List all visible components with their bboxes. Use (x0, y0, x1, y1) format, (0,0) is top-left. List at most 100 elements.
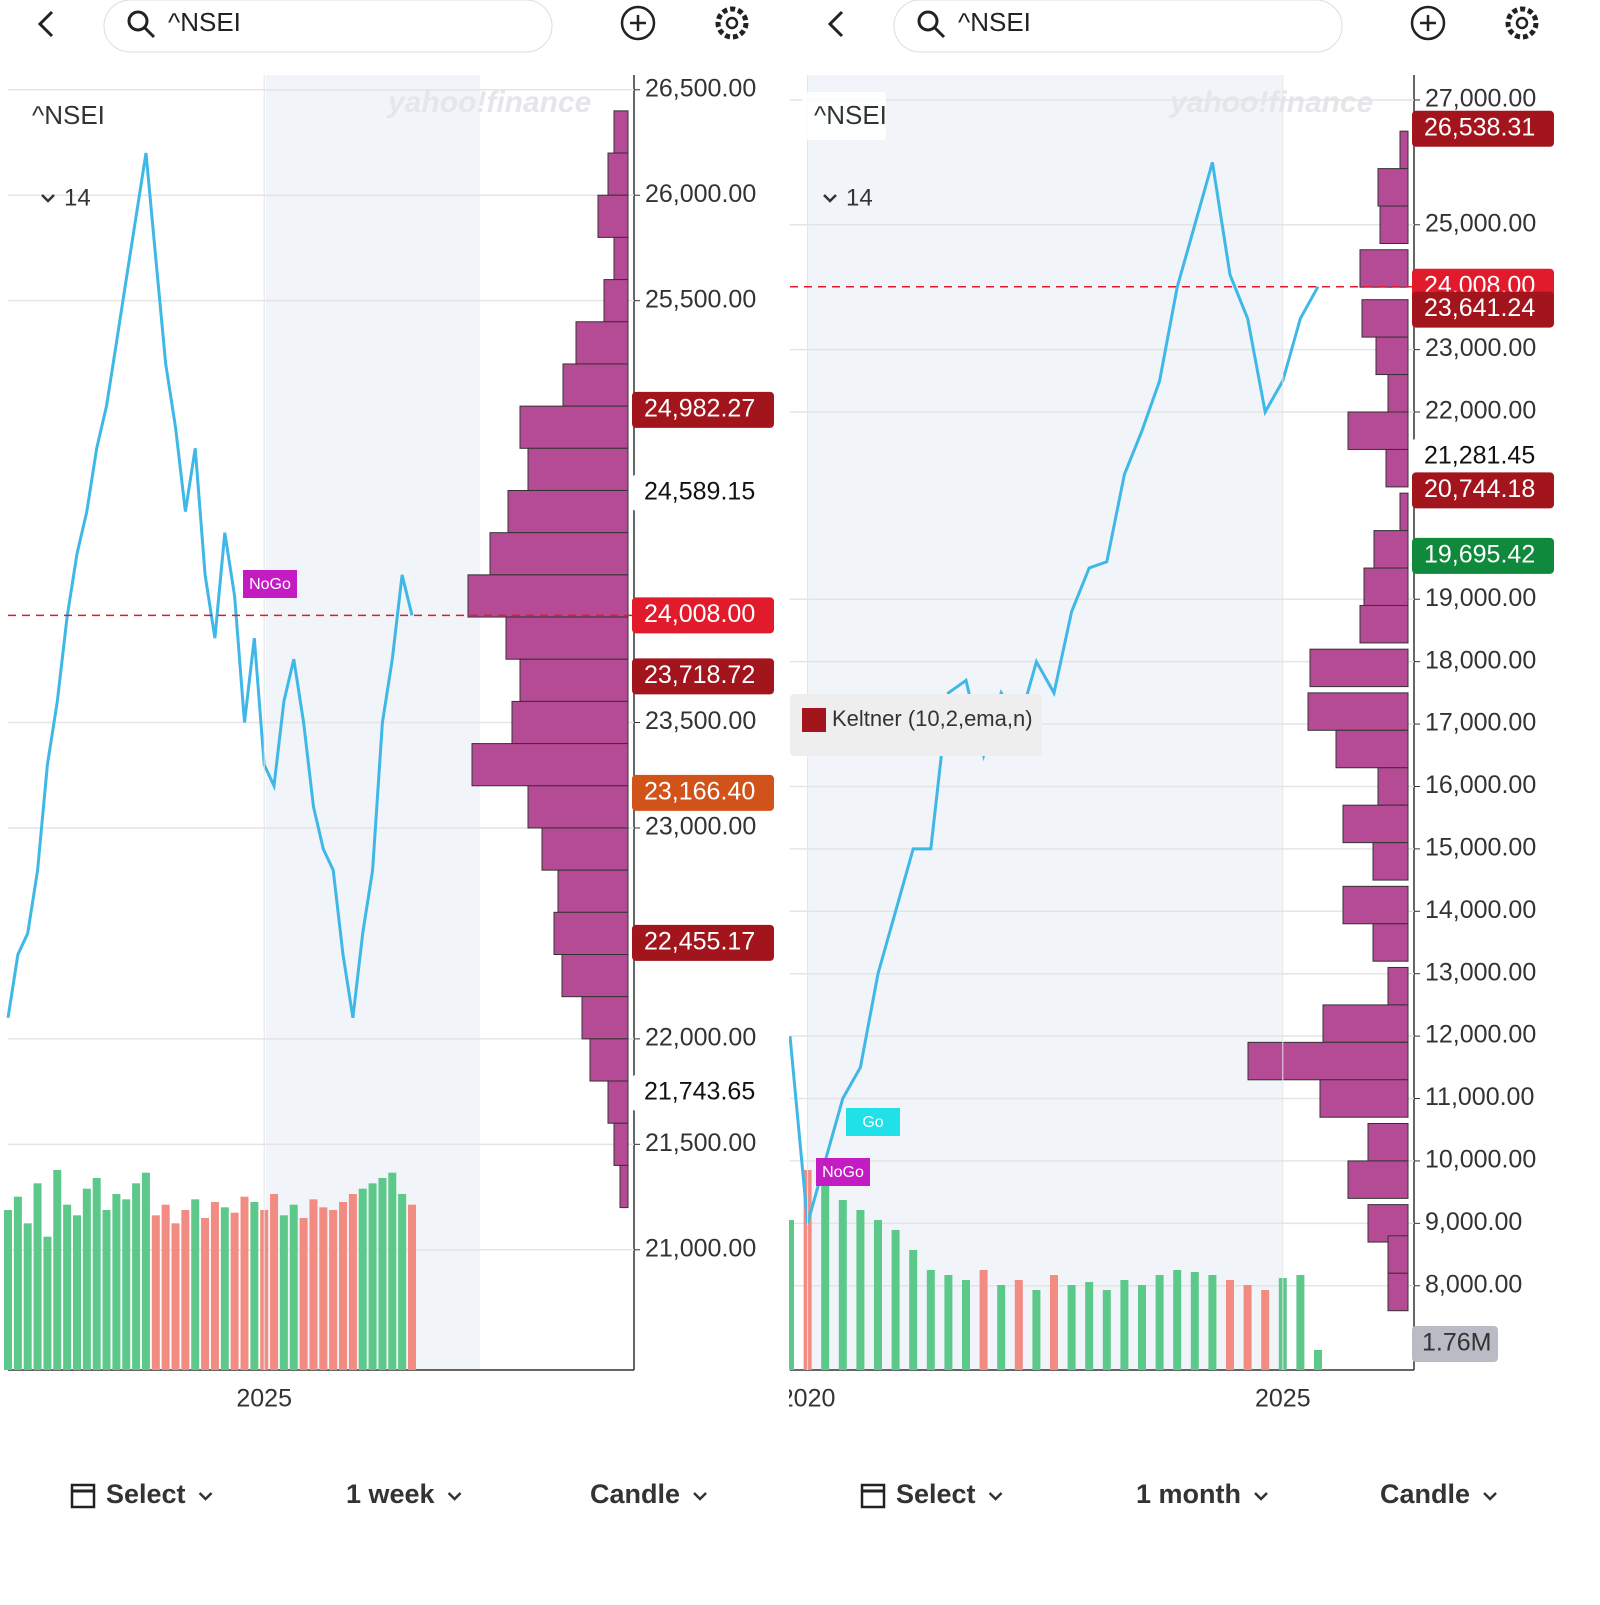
profile-bar (613, 110, 629, 154)
volume-bar (63, 1204, 72, 1370)
dropdown-chevron[interactable] (693, 1492, 707, 1501)
search-box[interactable] (103, 0, 553, 53)
profile-bar (1399, 492, 1409, 532)
volume-bar (838, 1200, 847, 1370)
volume-bar (132, 1183, 141, 1370)
price-tag (1412, 438, 1554, 475)
signal-label: NoGo (249, 576, 291, 593)
volume-bar (151, 1215, 160, 1370)
profile-bar (519, 405, 629, 449)
signal-marker (816, 1158, 870, 1186)
profile-bar (619, 1164, 629, 1209)
volume-bar (926, 1270, 935, 1370)
y-tick-label: 21,500.00 (645, 1129, 756, 1157)
back-button[interactable] (827, 10, 844, 38)
profile-bar (581, 996, 629, 1040)
control-range[interactable]: Select (106, 1479, 186, 1509)
volume-bar (378, 1178, 387, 1370)
control-interval[interactable]: 1 week (346, 1479, 436, 1509)
profile-bar (1379, 205, 1409, 245)
legend-label: Keltner (10,2,ema,n) (832, 706, 1033, 731)
control-interval[interactable]: 1 month (1136, 1479, 1241, 1509)
y-tick-label: 11,000.00 (1425, 1083, 1534, 1111)
price-tag (1412, 472, 1554, 509)
profile-bar (1387, 1235, 1409, 1274)
profile-bar (1359, 604, 1409, 644)
profile-bar (553, 911, 629, 956)
control-style[interactable]: Candle (590, 1479, 680, 1509)
dropdown-chevron[interactable] (1254, 1492, 1268, 1501)
dropdown-chevron[interactable] (447, 1492, 462, 1501)
profile-bar (561, 954, 629, 998)
profile-bar (489, 532, 629, 576)
volume-bar (944, 1275, 953, 1370)
profile-bar (541, 827, 629, 871)
volume-bar (856, 1210, 865, 1370)
price-tag-label: 24,982.27 (644, 394, 755, 422)
watermark: yahoo!finance (386, 86, 591, 119)
volume-bar (997, 1285, 1006, 1370)
volume-bar (358, 1188, 367, 1370)
volume-bar (191, 1199, 200, 1370)
volume-bar (368, 1183, 377, 1370)
dropdown-chevron[interactable] (988, 1492, 1003, 1501)
profile-bar (1359, 249, 1409, 288)
add-button[interactable] (620, 5, 656, 41)
profile-bar (1347, 1160, 1409, 1199)
profile-bar (519, 658, 629, 702)
period-chevron[interactable] (41, 194, 55, 203)
signal-label: NoGo (822, 1164, 864, 1181)
add-button[interactable] (1410, 5, 1446, 41)
volume-tag-label: 1.76M (1422, 1329, 1491, 1357)
profile-bar (471, 743, 629, 787)
settings-button[interactable] (715, 6, 749, 40)
y-tick-label: 19,000.00 (1425, 584, 1536, 612)
profile-bar (1319, 1079, 1409, 1118)
profile-bar (1387, 374, 1409, 413)
price-tag-label: 21,743.65 (644, 1078, 755, 1106)
volume-bar (270, 1194, 279, 1370)
back-button[interactable] (37, 10, 54, 38)
volume-bar (210, 1202, 219, 1370)
price-tag (632, 597, 774, 634)
price-tag-label: 22,455.17 (644, 927, 755, 955)
profile-bar (1375, 336, 1409, 376)
profile-bar (1387, 966, 1409, 1006)
calendar-icon[interactable] (70, 1483, 96, 1509)
profile-bar (1309, 648, 1409, 688)
profile-bar (613, 236, 629, 281)
price-tag-label: 23,166.40 (644, 777, 755, 805)
profile-bar (1342, 885, 1409, 925)
volume-bar (181, 1210, 190, 1370)
profile-bar (1363, 567, 1409, 606)
volume-bar (1243, 1285, 1252, 1370)
profile-bar (505, 616, 629, 660)
dropdown-chevron[interactable] (1483, 1492, 1497, 1501)
volume-bar (388, 1172, 397, 1370)
search-text: ^NSEI (168, 7, 241, 37)
add-icon (630, 15, 646, 31)
volume-bar (299, 1218, 308, 1370)
profile-bar (607, 152, 629, 196)
volume-bar (92, 1178, 101, 1370)
volume-bar (102, 1210, 111, 1370)
price-tag (632, 774, 774, 811)
y-tick-label: 27,000.00 (1425, 85, 1536, 113)
profile-bar (1307, 692, 1409, 731)
x-tick-label: 2020 (780, 1385, 836, 1413)
volume-bar (329, 1210, 338, 1370)
volume-bar (53, 1170, 62, 1370)
period-chevron[interactable] (823, 194, 837, 203)
profile-bar (467, 574, 629, 618)
control-style[interactable]: Candle (1380, 1479, 1470, 1509)
settings-button[interactable] (1505, 6, 1539, 40)
volume-bar (141, 1172, 150, 1370)
profile-bar (1372, 842, 1409, 881)
price-tag (632, 474, 774, 511)
legend-swatch (802, 708, 826, 732)
search-box[interactable] (893, 0, 1343, 53)
calendar-icon[interactable] (860, 1483, 886, 1509)
add-icon (1420, 15, 1436, 31)
control-range[interactable]: Select (896, 1479, 976, 1509)
dropdown-chevron[interactable] (198, 1492, 213, 1501)
